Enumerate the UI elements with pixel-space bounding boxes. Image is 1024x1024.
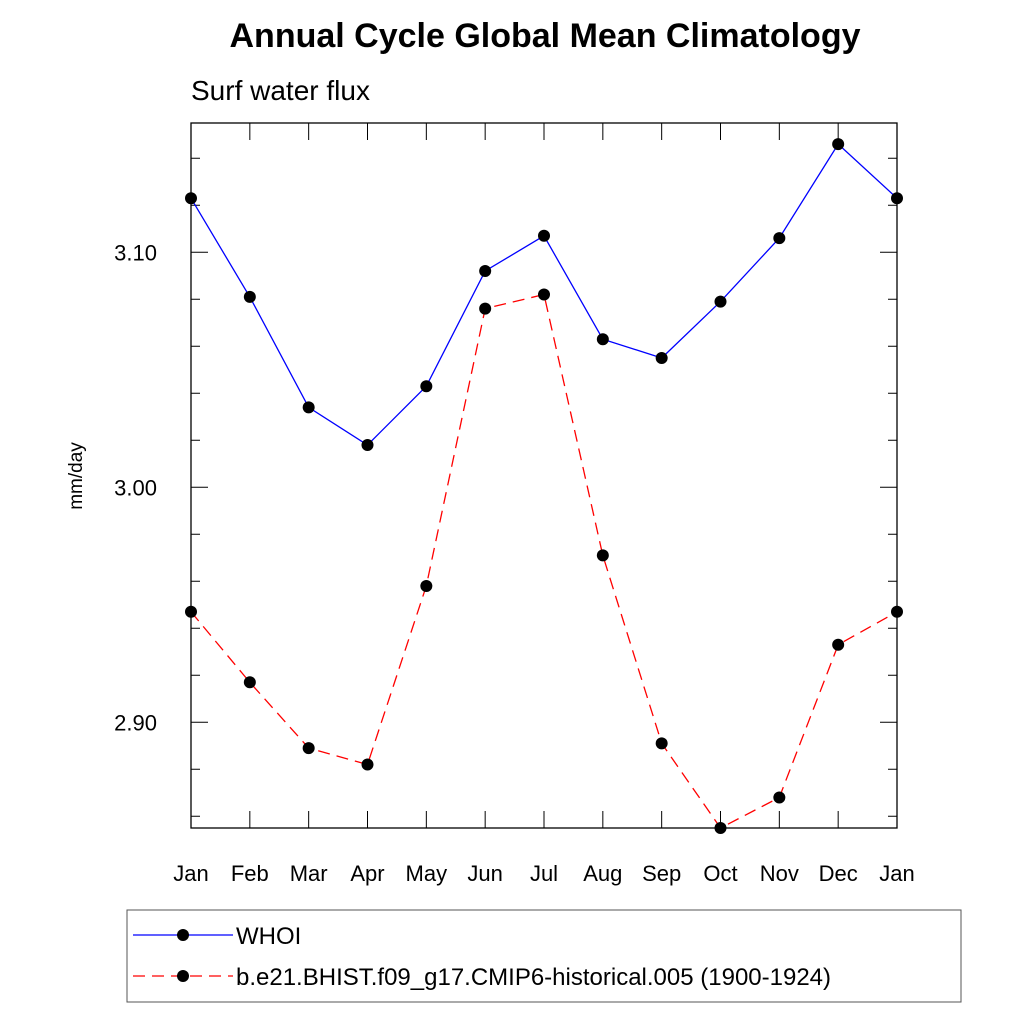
x-tick-label: Mar bbox=[290, 861, 328, 886]
data-point-0-0 bbox=[185, 192, 197, 205]
data-point-0-5 bbox=[479, 265, 492, 278]
legend-marker-cesm bbox=[177, 970, 189, 982]
data-point-0-1 bbox=[243, 290, 256, 303]
legend: WHOI b.e21.BHIST.f09_g17.CMIP6-historica… bbox=[126, 909, 962, 1003]
axes: Jan Feb Mar Apr May Jun Jul Aug Sep Oct Nov Dec Jan 2… bbox=[114, 122, 915, 886]
x-tick-label: Jan bbox=[879, 861, 914, 886]
data-point-1-12 bbox=[891, 605, 903, 618]
data-point-0-8 bbox=[655, 352, 668, 364]
y-axis-label: mm/day bbox=[66, 442, 87, 510]
data-point-0-7 bbox=[596, 333, 609, 346]
data-point-0-4 bbox=[420, 380, 433, 393]
y-tick-label: 3.00 bbox=[114, 475, 157, 500]
data-point-1-5 bbox=[479, 302, 492, 315]
x-tick-label: Dec bbox=[819, 861, 858, 886]
chart-subtitle: Surf water flux bbox=[191, 75, 370, 106]
y-tick-label: 2.90 bbox=[114, 710, 157, 735]
x-tick-label: Oct bbox=[703, 861, 737, 886]
data-point-1-7 bbox=[596, 549, 609, 562]
data-point-1-9 bbox=[714, 822, 727, 834]
x-tick-label: Sep bbox=[642, 861, 681, 886]
plot-frame bbox=[190, 122, 898, 829]
x-tick-label: Jun bbox=[467, 861, 502, 886]
x-tick-label: Jul bbox=[530, 861, 558, 886]
x-tick-label: Feb bbox=[231, 861, 269, 886]
legend-label-cesm: b.e21.BHIST.f09_g17.CMIP6-historical.005… bbox=[236, 964, 831, 991]
data-point-0-12 bbox=[891, 192, 903, 205]
data-point-1-1 bbox=[243, 676, 256, 689]
data-point-1-4 bbox=[420, 579, 433, 592]
x-tick-label: May bbox=[406, 861, 448, 886]
data-point-1-0 bbox=[185, 605, 197, 618]
data-point-0-9 bbox=[714, 295, 727, 308]
x-tick-label: Apr bbox=[350, 861, 384, 886]
y-tick-label: 3.10 bbox=[114, 240, 157, 265]
data-point-0-11 bbox=[832, 138, 845, 151]
data-point-0-2 bbox=[302, 401, 315, 414]
data-point-0-6 bbox=[538, 229, 550, 242]
legend-box bbox=[126, 909, 962, 1003]
legend-marker-whoi bbox=[177, 929, 189, 941]
x-tick-label: Aug bbox=[583, 861, 622, 886]
data-point-0-3 bbox=[361, 438, 374, 451]
legend-label-whoi: WHOI bbox=[236, 923, 301, 950]
series-layer bbox=[185, 138, 903, 834]
x-tick-label: Jan bbox=[173, 861, 208, 886]
data-point-1-11 bbox=[832, 638, 845, 651]
x-tick-label: Nov bbox=[760, 861, 799, 886]
data-point-1-3 bbox=[361, 758, 374, 771]
series-line-1 bbox=[190, 293, 898, 829]
data-point-1-8 bbox=[655, 737, 668, 750]
data-point-1-6 bbox=[538, 288, 550, 301]
data-point-0-10 bbox=[773, 232, 786, 245]
data-point-1-10 bbox=[773, 791, 786, 804]
data-point-1-2 bbox=[302, 742, 315, 755]
chart-title: Annual Cycle Global Mean Climatology bbox=[230, 17, 861, 55]
